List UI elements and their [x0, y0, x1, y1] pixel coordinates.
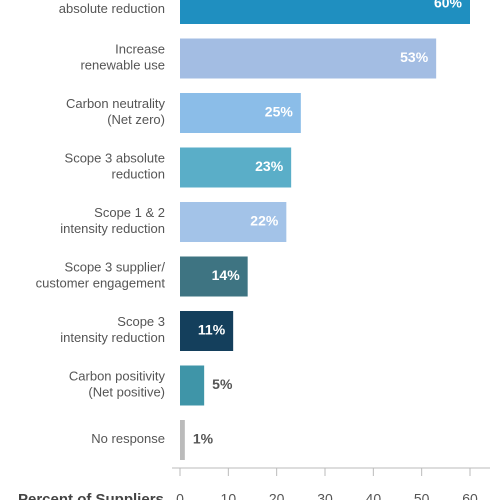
- value-label: 25%: [265, 104, 294, 120]
- bar: [180, 0, 470, 24]
- y-tick-label-line: Increase: [115, 42, 165, 57]
- x-tick-label: 10: [221, 491, 237, 500]
- y-tick-label-line: Carbon neutrality: [66, 96, 165, 111]
- y-tick-label-line: renewable use: [80, 58, 165, 73]
- y-tick-label: Scope 3 intensity reduction: [60, 314, 165, 345]
- bar: [180, 256, 248, 297]
- x-tick-label: 20: [269, 491, 285, 500]
- y-tick-label: Scope 3 absolute reduction: [65, 151, 165, 182]
- bar: [180, 147, 292, 188]
- y-tick-label: absolute reduction: [59, 1, 165, 16]
- value-label: 11%: [198, 322, 226, 338]
- value-label: 23%: [255, 158, 284, 174]
- y-tick-label: No response: [91, 431, 165, 446]
- y-tick-label-line: Scope 3 absolute: [65, 151, 165, 166]
- x-axis-label: Percent of Suppliers: [18, 491, 164, 500]
- x-tick-label: 0: [176, 491, 184, 500]
- x-tick-label: 30: [317, 491, 333, 500]
- x-tick-label: 40: [366, 491, 382, 500]
- bar: [180, 365, 205, 406]
- value-label: 53%: [400, 49, 429, 65]
- bar: [180, 93, 301, 133]
- y-tick-label: Increase renewable use: [80, 42, 165, 73]
- value-label: 14%: [212, 267, 241, 283]
- bar: [180, 420, 185, 460]
- y-tick-label-line: (Net positive): [88, 385, 165, 400]
- value-label: 22%: [250, 213, 279, 229]
- y-tick-label-line: (Net zero): [107, 112, 165, 127]
- y-tick-label-line: intensity reduction: [60, 221, 165, 236]
- value-label: 5%: [212, 376, 233, 392]
- y-tick-label-line: Scope 3 supplier/: [65, 260, 166, 275]
- y-tick-label-line: customer engagement: [36, 276, 166, 291]
- y-tick-label: Carbon positivity (Net positive): [69, 369, 166, 400]
- bar: [180, 38, 437, 79]
- bar: [180, 202, 287, 242]
- y-tick-label: Carbon neutrality (Net zero): [66, 96, 165, 127]
- y-tick-label-line: Scope 1 & 2: [94, 205, 165, 220]
- y-tick-label-line: Carbon positivity: [69, 369, 166, 384]
- x-tick-label: 50: [414, 491, 430, 500]
- y-tick-label: Scope 1 & 2 intensity reduction: [60, 205, 165, 236]
- y-tick-label-line: No response: [91, 431, 165, 446]
- y-tick-label: Scope 3 supplier/customer engagement: [36, 260, 166, 291]
- y-tick-label-line: Scope 3: [117, 314, 165, 329]
- x-tick-label: 60: [462, 491, 478, 500]
- value-label: 60%: [434, 0, 463, 11]
- value-label: 1%: [193, 431, 214, 447]
- y-tick-label-line: reduction: [112, 167, 165, 182]
- y-tick-label-line: absolute reduction: [59, 1, 165, 16]
- y-tick-label-line: intensity reduction: [60, 330, 165, 345]
- bar: [180, 311, 234, 351]
